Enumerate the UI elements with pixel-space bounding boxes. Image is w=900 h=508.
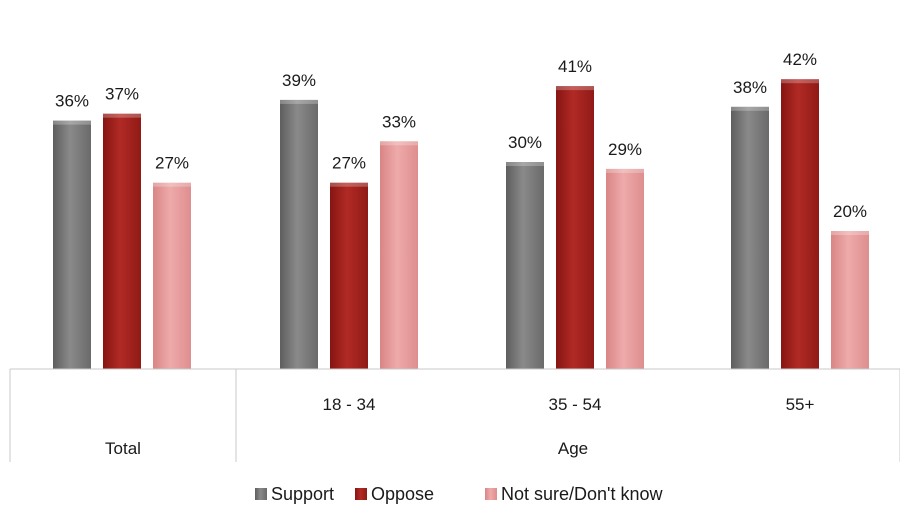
category-label: 35 - 54 (549, 395, 602, 414)
group-label: Age (558, 439, 588, 458)
bar-not-sure-don-t-know-2 (606, 168, 644, 369)
bars-layer (53, 79, 869, 370)
legend-swatch (355, 488, 367, 500)
legend-item-oppose: Oppose (355, 484, 434, 504)
bar-support-2 (506, 162, 544, 369)
value-label: 37% (105, 85, 139, 104)
legend-label: Not sure/Don't know (501, 484, 664, 504)
group-label: Total (105, 439, 141, 458)
value-label: 36% (55, 92, 89, 111)
legend-label: Support (271, 484, 334, 504)
bar-support-3 (731, 106, 769, 370)
value-label: 27% (332, 154, 366, 173)
bar-not-sure-don-t-know-3 (831, 231, 869, 369)
value-label: 39% (282, 71, 316, 90)
legend-item-not-sure-don-t-know: Not sure/Don't know (485, 484, 664, 504)
category-label: 55+ (786, 395, 815, 414)
value-label: 33% (382, 112, 416, 131)
bar-support-0 (53, 120, 91, 369)
bar-oppose-3 (781, 79, 819, 369)
bar-support-1 (280, 99, 318, 370)
value-label: 41% (558, 57, 592, 76)
legend: Support Oppose Not sure/Don't know (255, 484, 664, 504)
value-label: 38% (733, 78, 767, 97)
value-label: 30% (508, 133, 542, 152)
legend-label: Oppose (371, 484, 434, 504)
legend-item-support: Support (255, 484, 334, 504)
value-label: 42% (783, 50, 817, 69)
bar-oppose-2 (556, 86, 594, 369)
category-label: 18 - 34 (323, 395, 376, 414)
value-labels-layer: 36% 39% 30% 38% 37% 27% 41% 42% 27% 33% 29% 20% (55, 50, 867, 221)
category-axis: 18 - 34 35 - 54 55+ Total Age (9, 368, 900, 462)
bar-oppose-0 (103, 113, 141, 369)
legend-swatch (485, 488, 497, 500)
bar-not-sure-don-t-know-0 (153, 182, 191, 369)
value-label: 20% (833, 202, 867, 221)
legend-swatch (255, 488, 267, 500)
bar-not-sure-don-t-know-1 (380, 141, 418, 369)
bar-oppose-1 (330, 182, 368, 369)
value-label: 27% (155, 154, 189, 173)
value-label: 29% (608, 140, 642, 159)
